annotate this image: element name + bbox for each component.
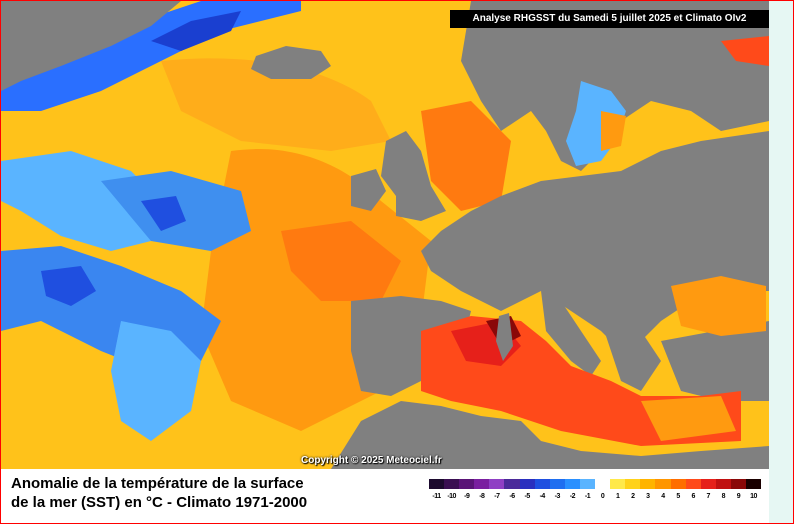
scale-label: 1 bbox=[615, 493, 620, 500]
scale-label: -5 bbox=[524, 493, 530, 500]
scale-label: 2 bbox=[631, 493, 635, 500]
black-sea bbox=[671, 276, 766, 336]
scale-label: -8 bbox=[479, 493, 485, 500]
scale-label: -6 bbox=[509, 493, 515, 500]
great-britain-land bbox=[381, 131, 446, 221]
scale-swatch bbox=[670, 479, 686, 489]
scale-label: 9 bbox=[736, 493, 741, 500]
scandinavia-land bbox=[461, 1, 769, 171]
cold-anomaly-labrador bbox=[1, 151, 161, 251]
scale-swatch bbox=[474, 479, 490, 489]
scale-swatch bbox=[730, 479, 746, 489]
scale-swatch bbox=[519, 479, 535, 489]
cold-core-2 bbox=[141, 196, 186, 231]
scale-swatch bbox=[564, 479, 580, 489]
scale-swatch bbox=[745, 479, 762, 489]
iberia-land bbox=[351, 296, 471, 396]
scale-swatch bbox=[625, 479, 641, 489]
scale-label: -2 bbox=[569, 493, 576, 500]
warm-north-sea bbox=[421, 101, 511, 211]
greenland-land bbox=[1, 1, 181, 91]
italy-land bbox=[541, 291, 601, 376]
scale-swatch bbox=[685, 479, 701, 489]
turkey-land bbox=[661, 321, 769, 401]
scale-label: -10 bbox=[447, 493, 456, 500]
scale-label: 8 bbox=[721, 493, 726, 500]
scale-swatch bbox=[489, 479, 505, 489]
scale-swatch bbox=[640, 479, 656, 489]
scale-swatch bbox=[655, 479, 671, 489]
balkans-land bbox=[601, 321, 661, 391]
scale-label: 3 bbox=[646, 493, 650, 500]
scale-swatch bbox=[715, 479, 731, 489]
scale-label: -11 bbox=[432, 493, 441, 500]
warm-anomaly-north-atlantic bbox=[161, 58, 391, 151]
scale-swatch bbox=[444, 479, 460, 489]
scale-label: -3 bbox=[554, 493, 561, 500]
side-strip bbox=[769, 1, 793, 523]
north-africa-land bbox=[331, 401, 769, 469]
scale-label: -4 bbox=[539, 493, 546, 500]
warm-patch-biscay-west bbox=[281, 221, 401, 301]
color-scale-labels: -11 -10 -9 -8 -7 -6 -5 -4 -3 -2 -1 0 1 2 3 4 5 6 7 8 9 10 bbox=[429, 493, 761, 500]
scale-label: -1 bbox=[584, 493, 591, 500]
scale-label: 6 bbox=[691, 493, 695, 500]
warm-southwest-corner bbox=[1, 331, 111, 469]
scale-label: 7 bbox=[706, 493, 711, 500]
scale-swatch bbox=[579, 479, 596, 489]
scale-swatch bbox=[504, 479, 520, 489]
scale-swatch bbox=[534, 479, 550, 489]
iceland-land bbox=[251, 46, 331, 79]
scale-swatch bbox=[549, 479, 565, 489]
sst-anomaly-map bbox=[1, 1, 769, 469]
baltic-warm bbox=[601, 111, 626, 151]
scale-swatch bbox=[429, 479, 445, 489]
scale-label: 0 bbox=[600, 493, 605, 500]
cold-core-1 bbox=[41, 266, 96, 306]
copyright-label: Copyright © 2025 Meteociel.fr bbox=[301, 455, 442, 466]
legend-area: Anomalie de la température de la surface… bbox=[1, 469, 769, 523]
scale-label: -7 bbox=[494, 493, 500, 500]
legend-title-line1: Anomalie de la température de la surface bbox=[11, 475, 304, 492]
scale-swatch bbox=[700, 479, 716, 489]
cold-core-greenland bbox=[151, 11, 241, 51]
scale-label: 5 bbox=[676, 493, 680, 500]
scale-label: 4 bbox=[661, 493, 665, 500]
scale-swatch bbox=[610, 479, 626, 489]
white-sea-warm bbox=[721, 36, 769, 66]
ireland-land bbox=[351, 169, 386, 211]
scale-label: 10 bbox=[750, 493, 757, 500]
color-scale bbox=[429, 479, 762, 489]
scale-label: -9 bbox=[464, 493, 470, 500]
east-med-warm bbox=[641, 396, 736, 441]
cold-anomaly-south bbox=[111, 321, 201, 441]
corsica-sardinia-land bbox=[496, 313, 513, 361]
legend-title-line2: de la mer (SST) en °C - Climato 1971-200… bbox=[11, 494, 308, 511]
scale-swatch bbox=[595, 479, 611, 489]
analysis-header: Analyse RHGSST du Samedi 5 juillet 2025 … bbox=[450, 10, 769, 28]
scale-swatch bbox=[459, 479, 475, 489]
